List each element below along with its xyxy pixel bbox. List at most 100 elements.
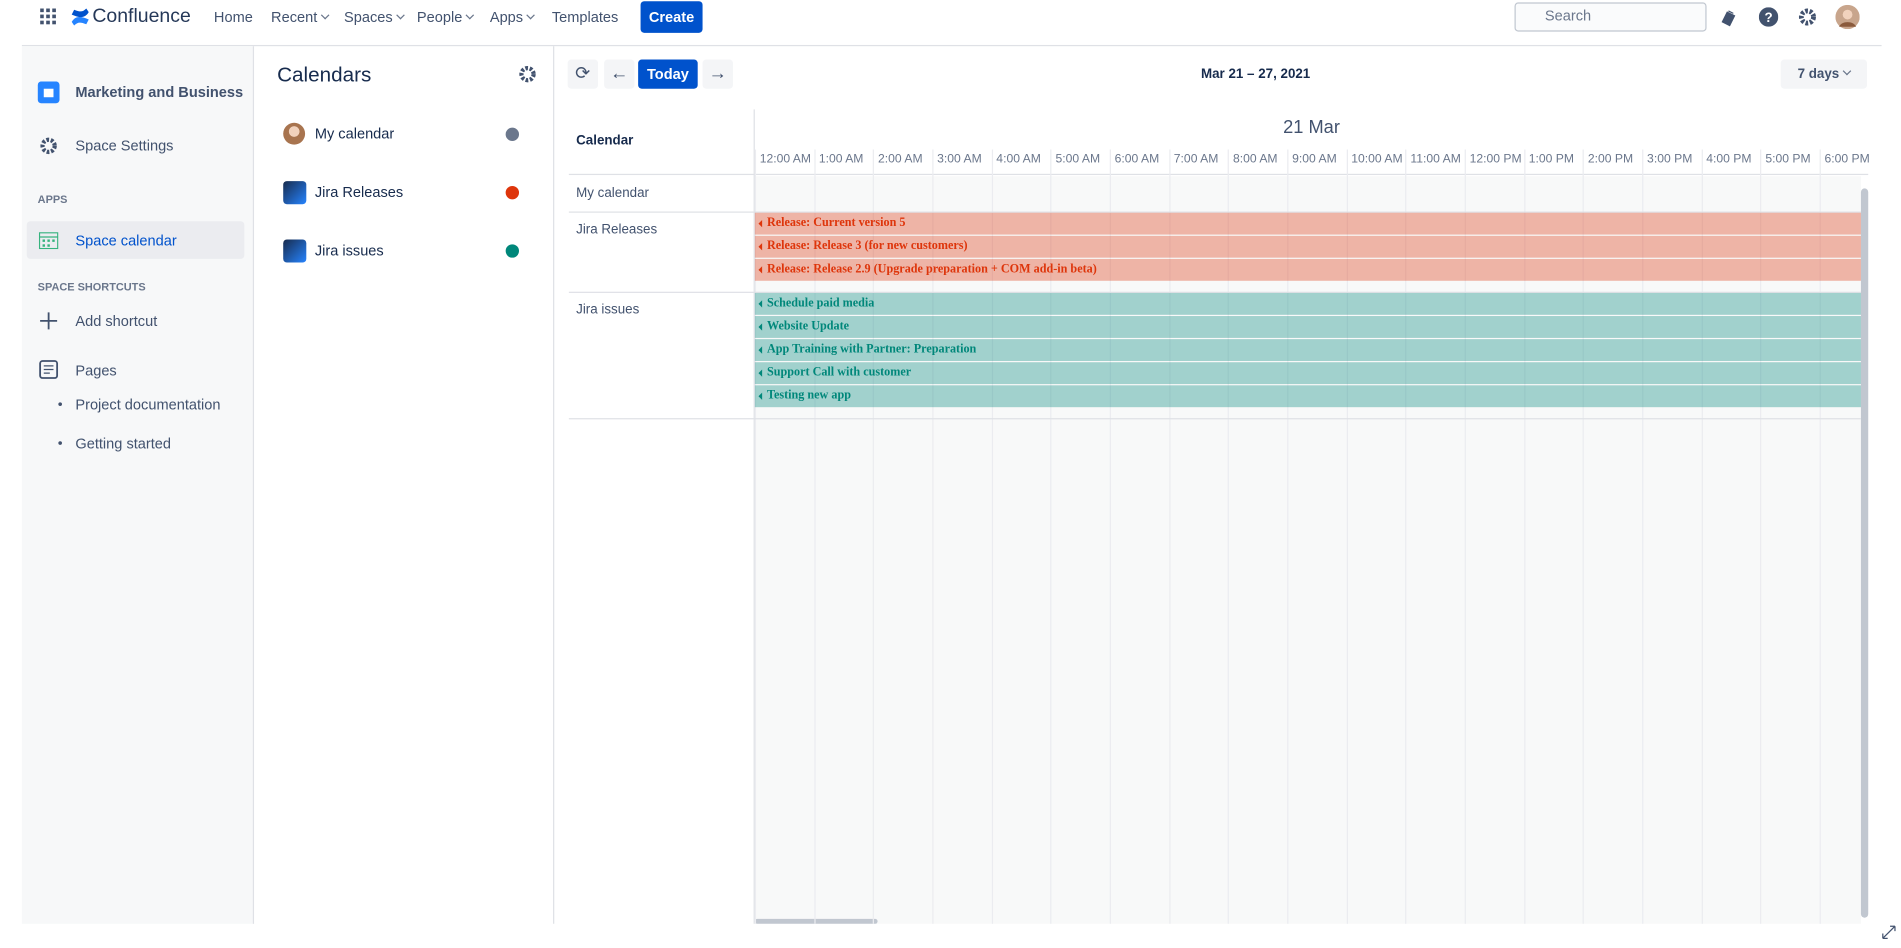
- prev-button[interactable]: ←: [604, 60, 634, 89]
- profile-avatar[interactable]: [1835, 5, 1859, 29]
- nav-item[interactable]: Spaces: [344, 9, 404, 26]
- next-button[interactable]: →: [703, 60, 733, 89]
- view-select[interactable]: 7 days: [1781, 60, 1867, 89]
- calendar-color[interactable]: [506, 127, 519, 140]
- calendar-name[interactable]: Jira issues: [315, 242, 384, 259]
- hour-label: 10:00 AM: [1351, 153, 1402, 166]
- event-title: Release: Current version 5: [767, 216, 906, 229]
- page-link[interactable]: Project documentation: [75, 396, 220, 413]
- h-scrollbar[interactable]: [755, 919, 878, 924]
- column-header: Calendar: [576, 134, 633, 149]
- nav-item[interactable]: Home: [214, 9, 253, 26]
- date-range: Mar 21 – 27, 2021: [1201, 67, 1310, 82]
- hour-label: 1:00 PM: [1529, 153, 1574, 166]
- pages-icon: [39, 360, 58, 379]
- notifications[interactable]: [1719, 7, 1738, 26]
- event-title: Testing new app: [767, 389, 851, 402]
- bullet: [58, 441, 62, 445]
- event-bar[interactable]: Schedule paid media: [755, 293, 1861, 315]
- event-title: Support Call with customer: [767, 366, 911, 379]
- today-button[interactable]: Today: [638, 60, 698, 89]
- product-name[interactable]: Confluence: [92, 6, 190, 28]
- event-arrow: [758, 243, 762, 250]
- search-placeholder: Search: [1545, 7, 1591, 24]
- event-title: Release: Release 3 (for new customers): [767, 239, 968, 252]
- event-bar[interactable]: Testing new app: [755, 385, 1861, 407]
- hour-label: 7:00 AM: [1174, 153, 1219, 166]
- gear-icon[interactable]: [39, 136, 58, 155]
- nav-item[interactable]: Apps: [490, 9, 534, 26]
- hour-label: 3:00 AM: [937, 153, 982, 166]
- page-link[interactable]: Getting started: [75, 435, 171, 452]
- hour-label: 2:00 AM: [878, 153, 923, 166]
- event-arrow: [758, 393, 762, 400]
- calendar-name[interactable]: Jira Releases: [315, 184, 403, 201]
- event-arrow: [758, 370, 762, 377]
- row-calendar: Jira Releases: [576, 222, 657, 237]
- timeline-bg: [755, 176, 1861, 924]
- nav-item[interactable]: Templates: [552, 9, 618, 26]
- event-arrow: [758, 346, 762, 353]
- space-name[interactable]: Marketing and Business: [75, 84, 243, 101]
- event-bar[interactable]: Release: Current version 5: [755, 213, 1861, 235]
- event-arrow: [758, 220, 762, 227]
- event-arrow: [758, 300, 762, 307]
- space-calendar-link[interactable]: Space calendar: [75, 232, 176, 249]
- event-bar[interactable]: Release: Release 3 (for new customers): [755, 236, 1861, 258]
- create-button[interactable]: Create: [641, 1, 703, 33]
- calendar-color[interactable]: [506, 244, 519, 257]
- calendars-settings[interactable]: [518, 64, 537, 83]
- resize-icon[interactable]: [1880, 924, 1897, 941]
- space-icon: [38, 81, 60, 103]
- hour-label: 3:00 PM: [1647, 153, 1692, 166]
- hour-label: 6:00 AM: [1115, 153, 1160, 166]
- confluence-logo[interactable]: [70, 7, 89, 26]
- row-calendar: My calendar: [576, 186, 649, 201]
- section-heading: SPACE SHORTCUTS: [38, 281, 146, 293]
- event-title: App Training with Partner: Preparation: [767, 343, 976, 356]
- hour-label: 9:00 AM: [1292, 153, 1337, 166]
- event-bar[interactable]: Release: Release 2.9 (Upgrade preparatio…: [755, 259, 1861, 281]
- hour-label: 5:00 AM: [1055, 153, 1100, 166]
- hour-label: 11:00 AM: [1410, 153, 1460, 166]
- help[interactable]: ?: [1759, 7, 1778, 26]
- row-divider: [569, 418, 1861, 419]
- event-title: Schedule paid media: [767, 297, 874, 310]
- jira-icon: [283, 181, 306, 204]
- event-bar[interactable]: Support Call with customer: [755, 362, 1861, 384]
- section-heading: APPS: [38, 193, 68, 205]
- refresh-button[interactable]: ⟳: [568, 60, 598, 89]
- jira-icon: [283, 239, 306, 262]
- search-box[interactable]: [1515, 2, 1707, 31]
- plus-icon[interactable]: [39, 311, 58, 330]
- app-switcher[interactable]: [40, 9, 57, 26]
- event-title: Release: Release 2.9 (Upgrade preparatio…: [767, 263, 1097, 276]
- sidebar: [22, 46, 254, 924]
- event-bar[interactable]: App Training with Partner: Preparation: [755, 339, 1861, 361]
- hour-label: 2:00 PM: [1588, 153, 1633, 166]
- calendars-title: Calendars: [277, 63, 371, 87]
- add-shortcut[interactable]: Add shortcut: [75, 312, 157, 329]
- space-settings[interactable]: Space Settings: [75, 137, 173, 154]
- hour-label: 6:00 PM: [1825, 153, 1870, 166]
- settings[interactable]: [1798, 7, 1817, 26]
- nav-item[interactable]: Recent: [271, 9, 328, 26]
- hour-label: 12:00 PM: [1470, 153, 1522, 166]
- pages-heading[interactable]: Pages: [75, 362, 116, 379]
- bullet: [58, 402, 62, 406]
- day-label: 21 Mar: [1283, 117, 1340, 138]
- svg-text:?: ?: [1764, 10, 1772, 25]
- hour-label: 4:00 PM: [1706, 153, 1751, 166]
- header-divider: [569, 174, 1868, 175]
- hour-label: 4:00 AM: [996, 153, 1041, 166]
- nav-item[interactable]: People: [417, 9, 473, 26]
- hour-label: 1:00 AM: [819, 153, 864, 166]
- event-arrow: [758, 323, 762, 330]
- calendar-name[interactable]: My calendar: [315, 125, 394, 142]
- event-bar[interactable]: Website Update: [755, 316, 1861, 338]
- calendar-color[interactable]: [506, 185, 519, 198]
- calendar-avatar: [283, 123, 305, 145]
- v-scrollbar[interactable]: [1861, 188, 1868, 917]
